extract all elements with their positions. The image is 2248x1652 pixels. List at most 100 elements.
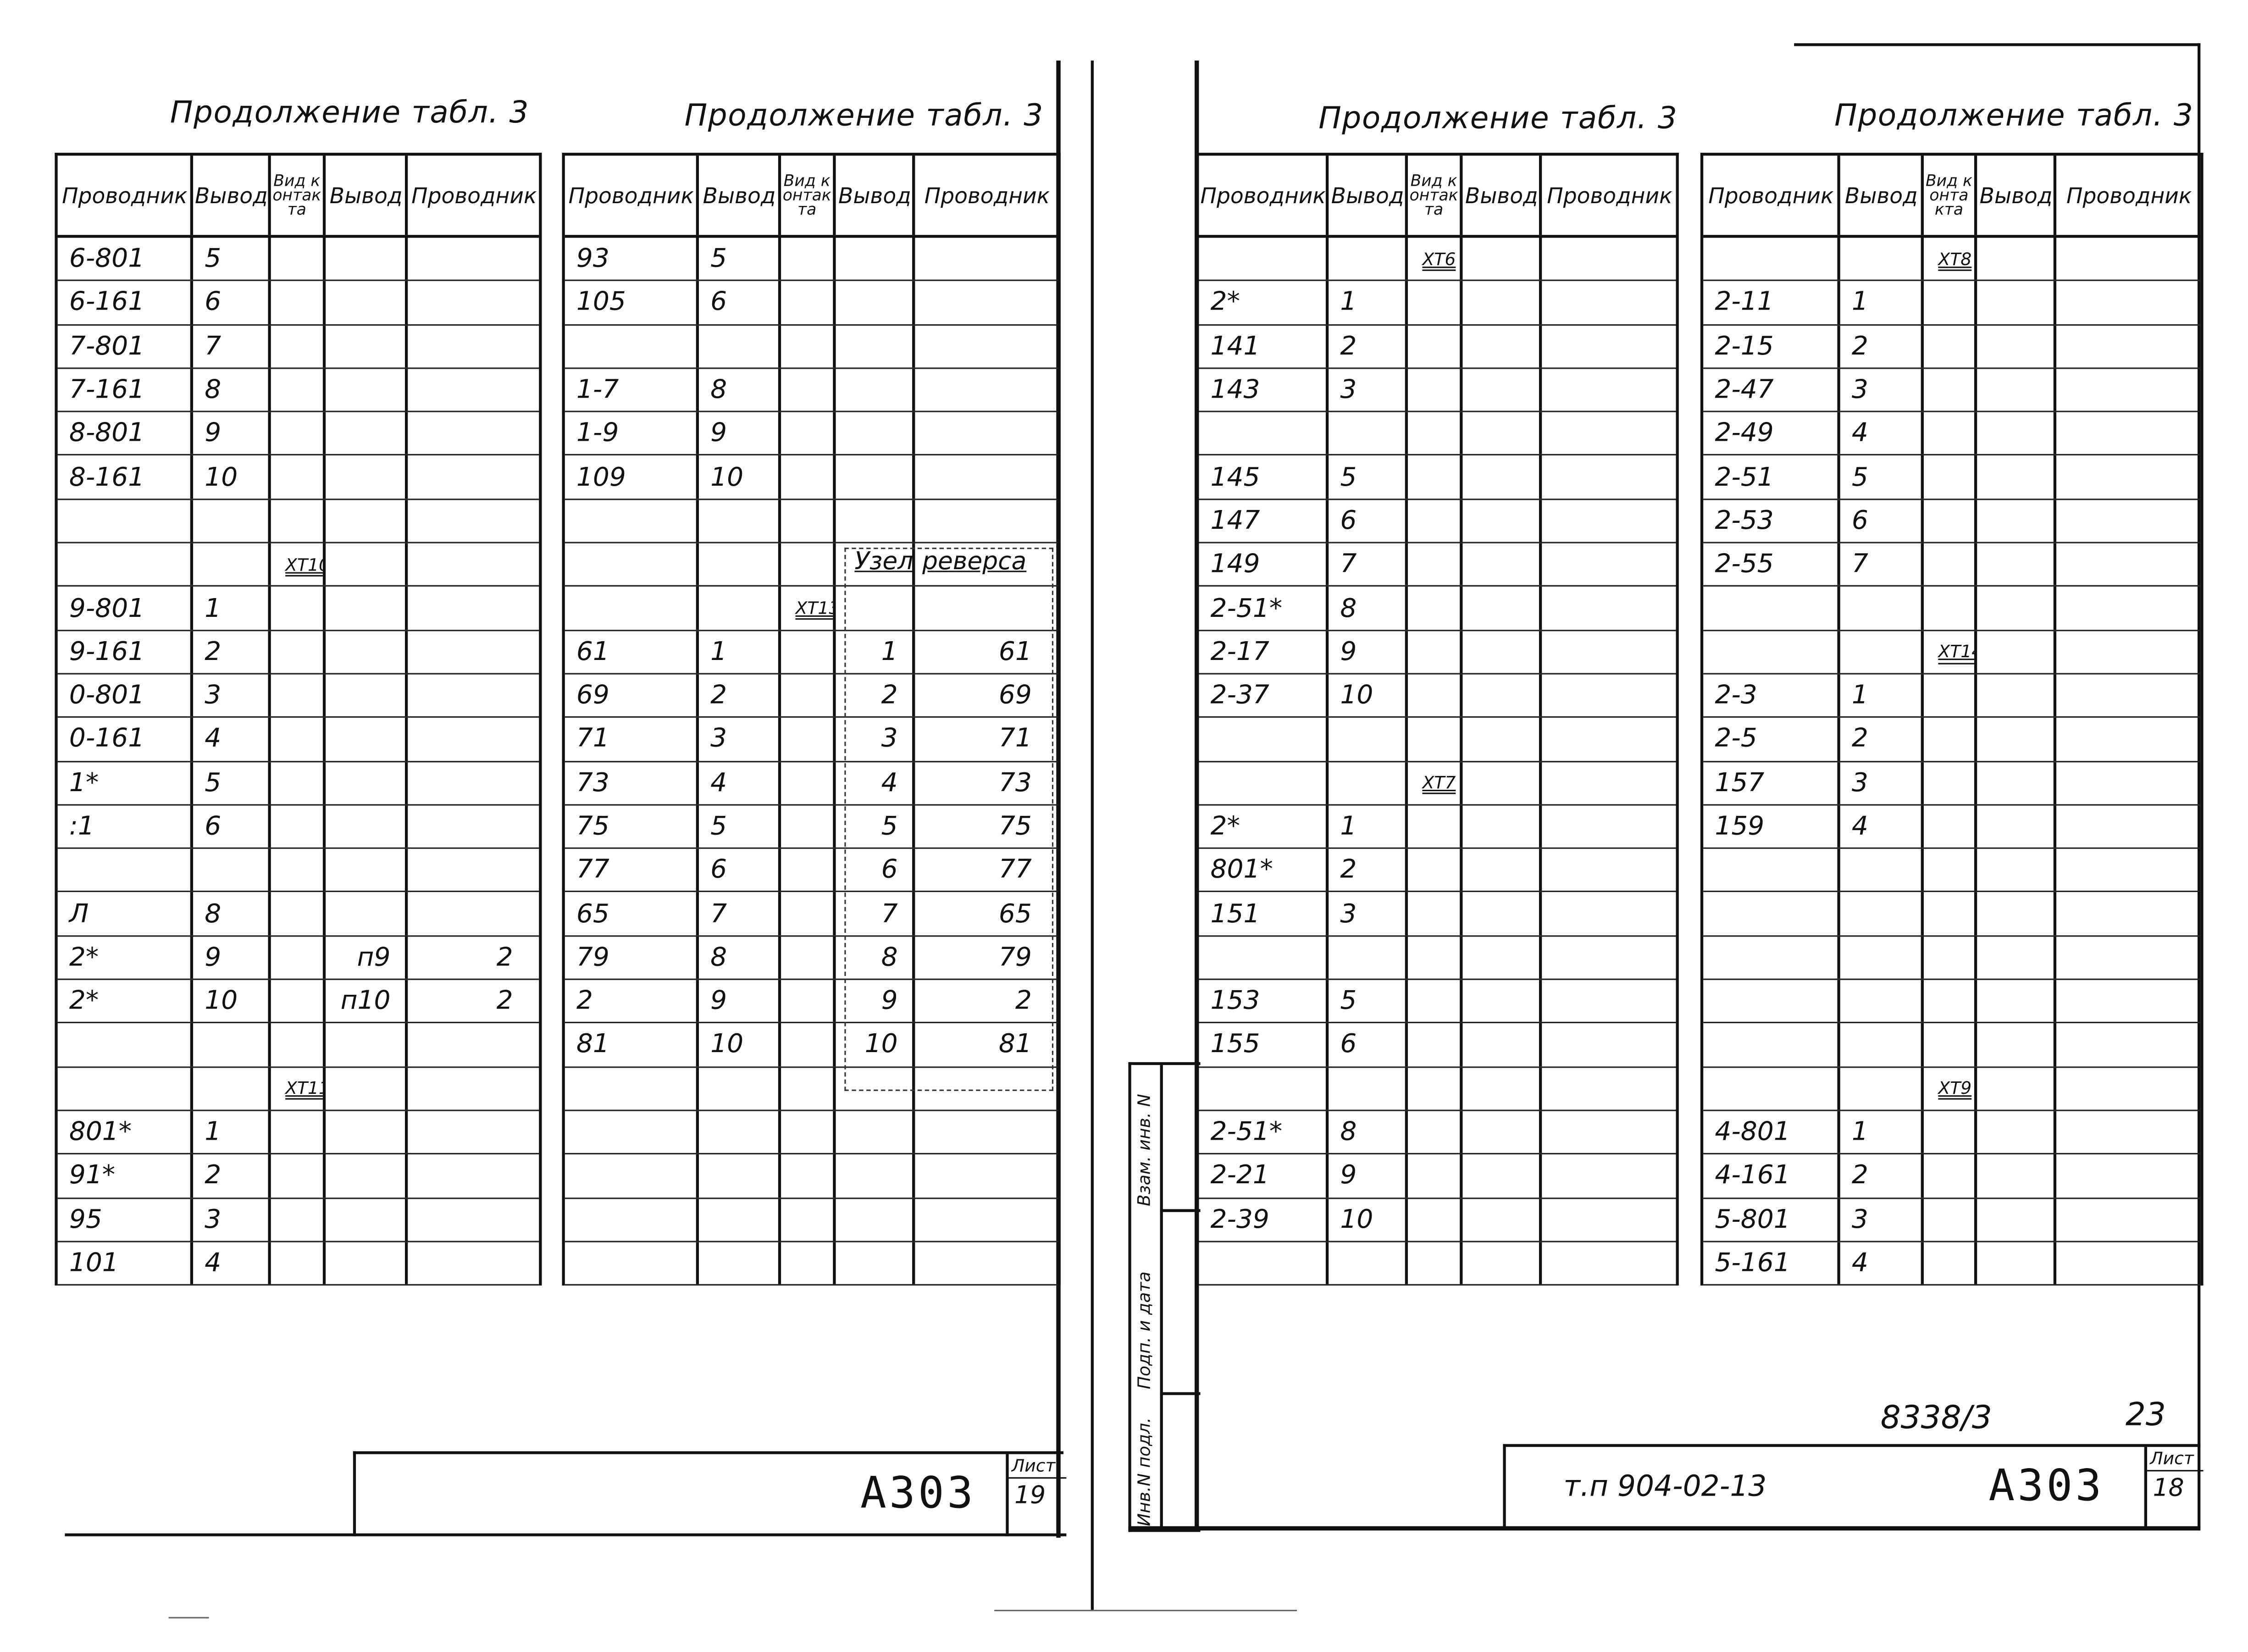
conductor-cell: 2-53 (1703, 499, 1840, 542)
conductor-cell: 153 (1199, 980, 1329, 1022)
contact-type-cell (781, 1154, 836, 1197)
pin-cell-2 (326, 718, 408, 760)
cell-value: 1 (205, 593, 221, 624)
table-row: 5-161 4 (1703, 1242, 2201, 1286)
cell-value: 6 (205, 811, 221, 842)
table-row: 2* 1 (1199, 805, 1676, 849)
contact-type-cell (781, 1242, 836, 1285)
conductor-cell: 4-161 (1703, 1154, 1840, 1197)
cell-value: 73 (998, 767, 1032, 798)
conductor-cell: 801* (58, 1111, 194, 1153)
cell-value: 5 (205, 244, 221, 274)
table-row (57, 499, 539, 543)
pin-cell-2 (326, 325, 408, 367)
conductor-cell (58, 1024, 194, 1066)
conductor-cell-2 (408, 282, 539, 324)
contact-type-cell (781, 893, 836, 935)
cell-value: 2 (1340, 331, 1357, 361)
table-row: 2-47 3 (1703, 369, 2201, 413)
cell-value: 2 (1851, 724, 1868, 754)
pin-cell (699, 1067, 781, 1110)
cell-value: 1 (205, 1117, 221, 1148)
cell-value: 2-51* (1210, 1117, 1283, 1148)
cell-value: 1-9 (576, 418, 619, 449)
cell-value: 3 (1340, 898, 1357, 929)
contact-type-cell (1924, 1111, 1977, 1153)
table-row: ХТ9 (1703, 1067, 2201, 1111)
cell-value: 7 (881, 898, 898, 929)
pin-cell-2 (326, 631, 408, 673)
conductor-cell-2 (915, 282, 1058, 324)
cell-value: 3 (881, 724, 898, 754)
pin-cell: 10 (1329, 674, 1408, 717)
table-title: Продолжение табл. 3 (170, 95, 530, 130)
cell-value: 6 (1851, 505, 1868, 536)
cell-value: 1 (1851, 680, 1868, 711)
conductor-cell: 1-9 (565, 412, 699, 455)
cell-value: 9-161 (69, 637, 145, 667)
pin-cell-2 (1462, 761, 1542, 804)
conductor-cell: 69 (565, 674, 699, 717)
pin-cell-2 (1462, 369, 1542, 411)
pin-cell-2 (1977, 849, 2057, 892)
pin-cell-2 (1462, 456, 1542, 499)
cell-value: 4 (1851, 418, 1868, 449)
conductor-cell: 2-21 (1199, 1154, 1329, 1197)
cell-value: 8 (710, 375, 727, 405)
contact-type-cell (1408, 1154, 1463, 1197)
conductor-cell-2 (915, 325, 1058, 367)
conductor-cell-2 (1542, 543, 1676, 586)
pin-cell-2 (326, 893, 408, 935)
pin-cell: 8 (193, 369, 271, 411)
pin-cell-2 (1462, 980, 1542, 1022)
conductor-cell-2 (1542, 587, 1676, 629)
project-number: т.п 904-02-13 (1563, 1469, 1767, 1503)
conductor-cell-2 (408, 456, 539, 498)
contact-type-cell (781, 1067, 836, 1110)
pin-cell-2 (1462, 1111, 1542, 1153)
conductor-cell (58, 499, 194, 542)
contact-type-cell (1408, 980, 1463, 1022)
cell-value: 4-801 (1715, 1117, 1790, 1148)
pin-cell-2 (326, 456, 408, 499)
pin-cell-2 (1977, 936, 2057, 979)
cell-value: 61 (998, 637, 1032, 667)
contact-type-cell (1924, 849, 1977, 892)
contact-type-cell: ХТ9 (1924, 1067, 1977, 1110)
cell-value: 3 (205, 680, 221, 711)
cell-value: 153 (1210, 986, 1260, 1016)
cell-value: 69 (576, 680, 609, 711)
conductor-cell-2 (915, 1198, 1058, 1241)
pin-cell (1329, 412, 1408, 455)
conductor-cell-2 (408, 1198, 539, 1241)
column-header: Проводник (58, 155, 194, 235)
table-title: Продолжение табл. 3 (1834, 98, 2194, 133)
cell-value: 9 (710, 986, 727, 1016)
conductor-cell-2: 77 (915, 849, 1058, 891)
contact-type-cell (271, 1111, 326, 1153)
contact-type-cell (1924, 587, 1977, 630)
pin-cell (1840, 631, 1924, 673)
cell-value: 2* (1210, 287, 1240, 318)
table-row: 4-161 2 (1703, 1154, 2201, 1198)
pin-cell (1840, 893, 1924, 935)
pin-cell-2 (326, 1242, 408, 1285)
conductor-cell-2 (408, 587, 539, 629)
contact-type-cell (781, 238, 836, 280)
conductor-cell: :1 (58, 805, 194, 848)
conductor-cell-2 (915, 500, 1058, 542)
column-header: Вывод (699, 155, 781, 235)
contact-type-cell (271, 281, 326, 324)
replace-inv-label: Взам. инв. N (1134, 1094, 1154, 1207)
cell-value: 61 (576, 637, 609, 667)
pin-cell-2 (1462, 849, 1542, 892)
pin-cell: 7 (193, 325, 271, 367)
conductor-cell-2 (1542, 805, 1676, 848)
conductor-cell: 93 (565, 238, 699, 280)
cell-value: 2-51* (1210, 593, 1283, 624)
cell-value: 2* (69, 942, 99, 973)
conductor-cell-2 (408, 1242, 539, 1284)
table-row: 157 3 (1703, 761, 2201, 806)
pin-cell-2 (1462, 936, 1542, 979)
contact-type-cell (271, 761, 326, 804)
